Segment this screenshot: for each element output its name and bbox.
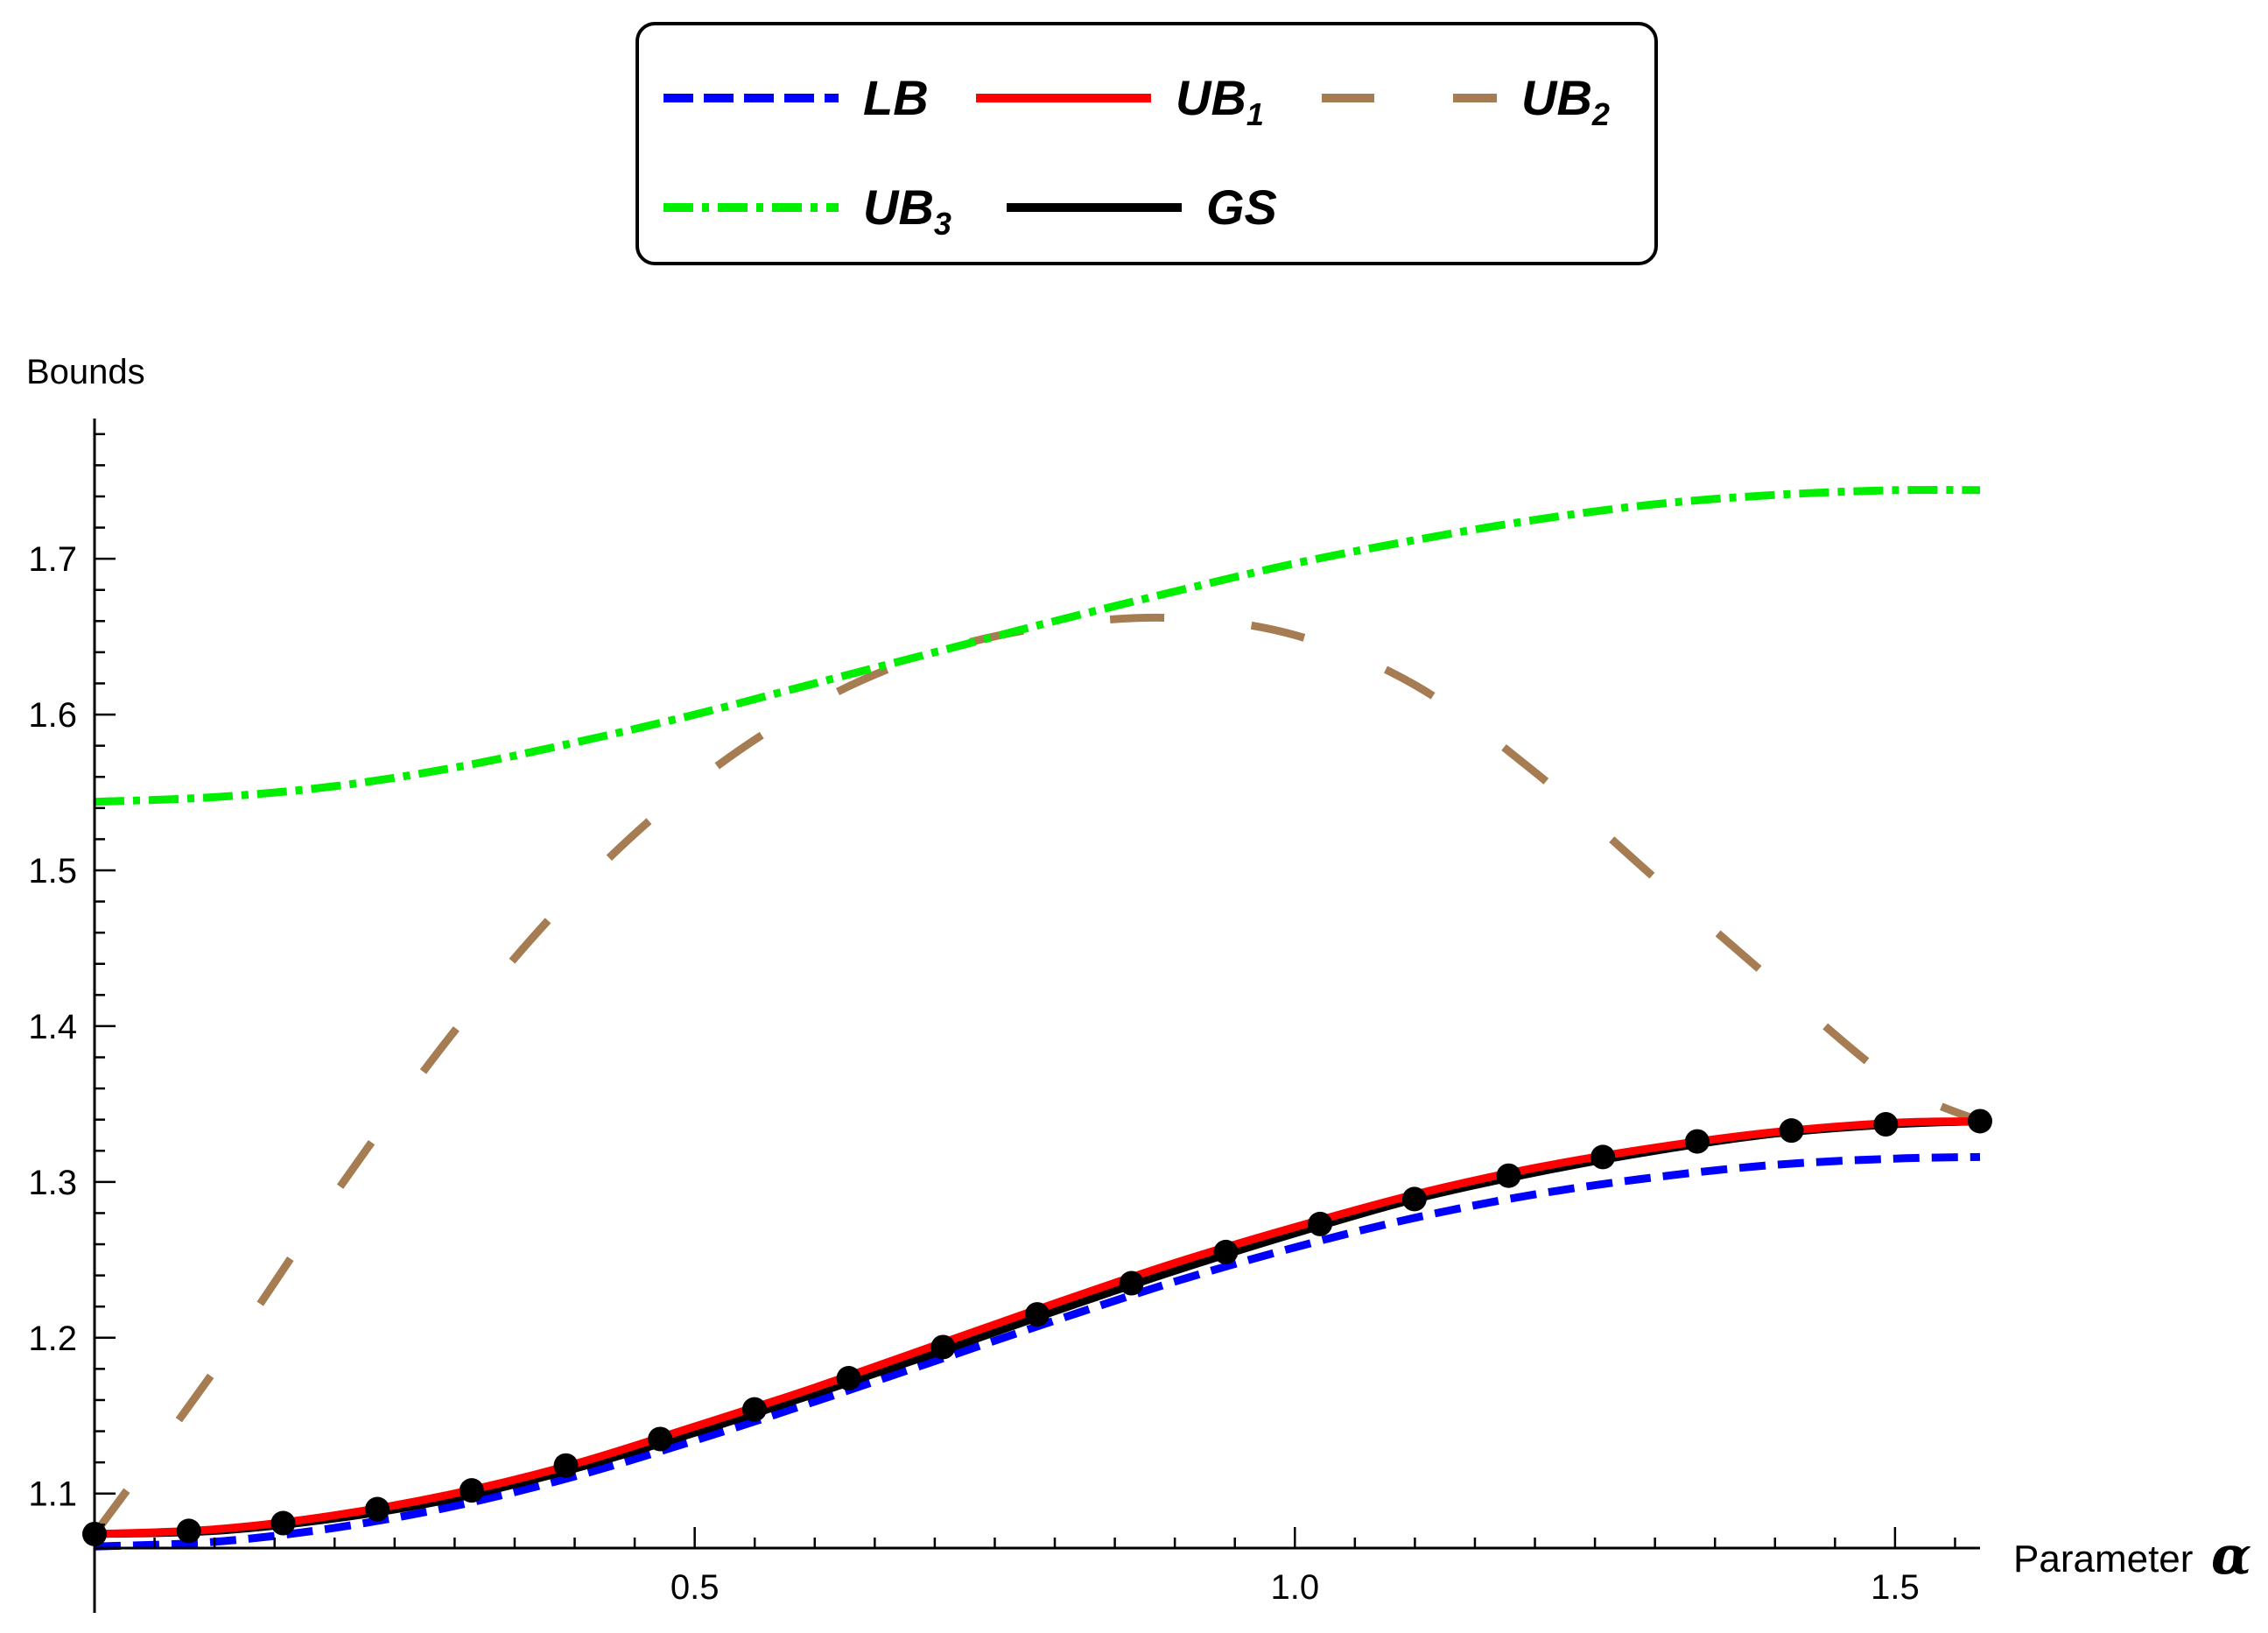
legend-label-ub2: UB2 — [1521, 70, 1610, 133]
gs-marker — [1684, 1129, 1710, 1154]
legend-swatch-ub1 — [976, 94, 1151, 102]
x-tick-label: 0.5 — [671, 1568, 720, 1607]
gs-marker — [176, 1518, 201, 1544]
legend-item-ub2: UB2 — [1322, 72, 1637, 132]
legend: LB UB1 UB2 UB3 GS — [635, 22, 1658, 265]
gs-marker — [1779, 1118, 1804, 1144]
legend-swatch-lb — [664, 94, 839, 102]
marker-layer — [82, 1109, 1992, 1546]
legend-label-ub3: UB3 — [863, 179, 951, 243]
legend-label-ub1: UB1 — [1176, 70, 1264, 133]
y-tick-label: 1.5 — [28, 852, 77, 890]
legend-swatch-ub3 — [664, 203, 839, 212]
gs-marker — [553, 1453, 579, 1478]
gs-marker — [1119, 1271, 1144, 1296]
x-tick-label: 1.5 — [1871, 1568, 1920, 1607]
gs-marker — [1968, 1109, 1992, 1134]
y-tick-label: 1.1 — [28, 1475, 77, 1514]
gs-marker — [1590, 1144, 1616, 1170]
ticks-layer: 0.5 1.0 1.5 1.1 1.2 1.3 1.4 1.5 1.6 1.7 — [28, 433, 1956, 1607]
y-tick-label: 1.7 — [28, 540, 77, 579]
series-line-ub3 — [94, 485, 1981, 806]
gs-marker — [1308, 1211, 1333, 1236]
series-layer — [91, 485, 1982, 1551]
gs-marker — [930, 1334, 956, 1360]
series-line-lb — [94, 1152, 1981, 1551]
legend-swatch-gs — [1007, 203, 1182, 212]
legend-label-lb: LB — [863, 70, 929, 125]
legend-item-gs: GS — [1007, 181, 1278, 234]
x-axis-label: Parameter — [2013, 1538, 2193, 1580]
gs-marker — [1873, 1112, 1899, 1137]
gs-marker — [1496, 1163, 1521, 1188]
y-tick-label: 1.6 — [28, 696, 77, 735]
series-line-ub2 — [91, 613, 1982, 1537]
gs-marker — [365, 1496, 390, 1522]
gs-marker — [648, 1426, 673, 1452]
legend-item-lb: LB — [664, 72, 935, 124]
y-tick-label: 1.4 — [28, 1008, 77, 1046]
x-axis-symbol: α — [2211, 1525, 2251, 1587]
legend-item-ub1: UB1 — [976, 72, 1265, 132]
gs-marker — [836, 1366, 861, 1391]
legend-swatch-ub2 — [1322, 94, 1497, 102]
y-tick-label: 1.3 — [28, 1164, 77, 1202]
x-tick-label: 1.0 — [1270, 1568, 1319, 1607]
gs-marker — [1025, 1302, 1050, 1327]
axes-layer — [93, 419, 1980, 1613]
gs-marker — [1401, 1186, 1427, 1212]
gs-marker — [459, 1478, 484, 1503]
legend-item-ub3: UB3 — [664, 181, 952, 242]
y-axis-label: Bounds — [26, 353, 145, 391]
gs-marker — [741, 1397, 767, 1422]
gs-marker — [1213, 1239, 1239, 1264]
legend-label-gs: GS — [1206, 179, 1277, 235]
gs-marker — [270, 1510, 296, 1536]
y-tick-label: 1.2 — [28, 1320, 77, 1358]
